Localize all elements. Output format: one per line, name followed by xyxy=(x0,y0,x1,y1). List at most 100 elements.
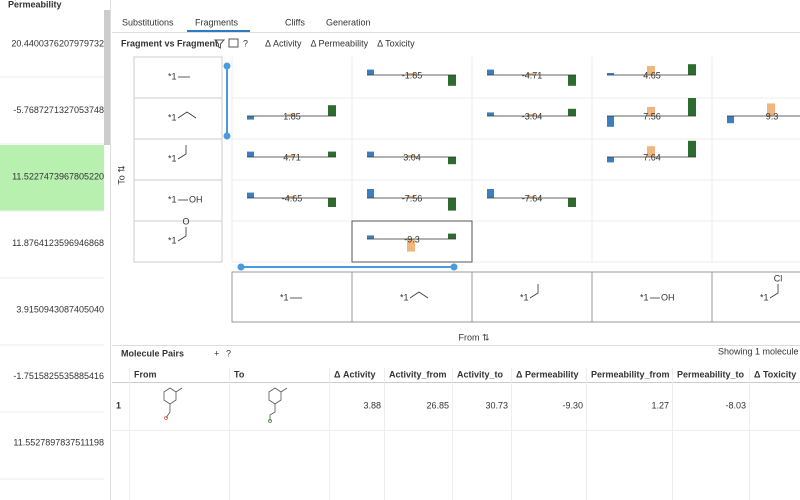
cell-value[interactable]: -1.7515825535885416 xyxy=(13,371,104,381)
column-header[interactable]: Δ Toxicity xyxy=(754,369,796,379)
fragment-attach: *1 xyxy=(168,235,177,245)
mini-bar xyxy=(527,73,535,75)
mini-bar xyxy=(287,155,295,157)
legend-item: Δ Toxicity xyxy=(377,38,415,48)
mini-bar xyxy=(367,69,374,75)
column-header[interactable]: From xyxy=(134,369,157,379)
help[interactable]: ? xyxy=(226,348,231,358)
mini-bar xyxy=(287,114,295,116)
cell-value: 1.27 xyxy=(651,400,669,410)
column-header[interactable]: To xyxy=(234,369,245,379)
cell-label[interactable]: -4.71 xyxy=(522,70,543,80)
selected-cell[interactable] xyxy=(351,220,473,263)
mini-bar xyxy=(407,155,415,157)
mini-bar xyxy=(367,151,374,157)
mini-bar xyxy=(607,157,614,163)
mini-bar xyxy=(487,189,494,198)
slider-handle[interactable] xyxy=(450,263,458,271)
row-number: 1 xyxy=(116,400,121,410)
cell-value: 3.88 xyxy=(363,400,381,410)
cell-label[interactable]: -4.65 xyxy=(282,193,303,203)
scrollbar[interactable] xyxy=(104,10,110,145)
tab[interactable]: Substitutions xyxy=(122,17,174,27)
column-header[interactable] xyxy=(711,271,800,323)
fragment-bond xyxy=(15,0,187,242)
mini-bar xyxy=(367,235,374,239)
mini-bar xyxy=(527,196,535,198)
cell-value[interactable]: 3.9150943087405040 xyxy=(16,304,104,314)
cell-label[interactable]: 7.56 xyxy=(643,111,661,121)
tab[interactable]: Cliffs xyxy=(285,17,305,27)
slider-handle[interactable] xyxy=(223,62,231,70)
toggle[interactable] xyxy=(228,38,239,48)
title: Fragment vs Fragment xyxy=(121,38,218,48)
cell-label[interactable]: -7.56 xyxy=(402,193,423,203)
status: Showing 1 molecule pa xyxy=(718,346,800,356)
add-button[interactable]: + xyxy=(214,348,219,358)
axis-label[interactable]: From ⇅ xyxy=(458,332,489,342)
mini-bar xyxy=(328,105,336,116)
mini-bar xyxy=(328,151,336,157)
row-header[interactable] xyxy=(133,179,223,222)
mini-bar xyxy=(767,103,775,116)
atom xyxy=(268,419,272,423)
column-header[interactable]: Δ Permeability xyxy=(516,369,579,379)
column-header: Permeability xyxy=(8,0,62,9)
tab[interactable]: Generation xyxy=(326,17,371,27)
mini-bar xyxy=(647,66,655,75)
column-header[interactable]: Permeability_from xyxy=(591,369,670,379)
cell-label[interactable]: -9.3 xyxy=(404,234,420,244)
cell-label[interactable]: -3.04 xyxy=(522,111,543,121)
cell-label[interactable]: 3.04 xyxy=(403,152,421,162)
filter-icon[interactable] xyxy=(213,39,226,49)
help[interactable]: ? xyxy=(243,38,248,48)
column-header[interactable]: Permeability_to xyxy=(677,369,745,379)
column-header[interactable] xyxy=(231,271,353,323)
column-header[interactable]: Activity_to xyxy=(457,369,504,379)
cell-label[interactable]: 9.3 xyxy=(766,111,779,121)
axis-label[interactable]: To ⇅ xyxy=(116,165,126,185)
column-header[interactable]: Activity_from xyxy=(389,369,447,379)
mini-bar xyxy=(407,73,415,75)
cell-value[interactable]: -5.7687271327053748 xyxy=(13,105,104,115)
row-header[interactable] xyxy=(133,220,223,263)
mini-bar xyxy=(487,69,494,75)
mini-bar xyxy=(287,196,295,198)
cell-label[interactable]: -7.64 xyxy=(522,193,543,203)
cell-label[interactable]: 4.65 xyxy=(643,70,661,80)
mini-bar xyxy=(328,198,336,207)
cell-value[interactable]: 11.8764123596946868 xyxy=(12,238,104,248)
fragment-atom: OH xyxy=(661,292,675,302)
tab[interactable]: Fragments xyxy=(195,17,239,27)
fragment-atom: O xyxy=(182,216,189,226)
cell-value: -8.03 xyxy=(725,400,746,410)
row-header[interactable] xyxy=(133,138,223,181)
mini-bar xyxy=(647,146,655,157)
fragment-attach: *1 xyxy=(520,292,529,302)
mini-bar xyxy=(527,114,535,116)
cell-value[interactable]: 11.5527897837511198 xyxy=(13,437,104,447)
mini-bar xyxy=(568,75,576,86)
row-header[interactable] xyxy=(133,56,223,99)
row-header[interactable] xyxy=(133,97,223,140)
title: Molecule Pairs xyxy=(121,348,184,358)
column-header[interactable]: Δ Activity xyxy=(334,369,375,379)
mini-bar xyxy=(688,64,696,75)
mini-bar xyxy=(247,151,254,157)
cell-label[interactable]: 4.71 xyxy=(283,152,301,162)
fragment-attach: *1 xyxy=(168,112,177,122)
column-header[interactable] xyxy=(591,271,713,323)
cell-label[interactable]: 1.85 xyxy=(283,111,301,121)
cell-value: 30.73 xyxy=(485,400,508,410)
fragment-attach: *1 xyxy=(280,292,289,302)
row-highlight xyxy=(0,145,104,211)
slider-handle[interactable] xyxy=(223,132,231,140)
cell-value[interactable]: 20.4400376207979732 xyxy=(11,38,104,48)
fragment-bond xyxy=(15,0,779,299)
fragment-atom: OH xyxy=(189,194,203,204)
cell-label[interactable]: -1.85 xyxy=(402,70,423,80)
slider-handle[interactable] xyxy=(237,263,245,271)
cell-value[interactable]: 11.5227473967805220 xyxy=(12,171,104,181)
cell-label[interactable]: 7.64 xyxy=(643,152,661,162)
